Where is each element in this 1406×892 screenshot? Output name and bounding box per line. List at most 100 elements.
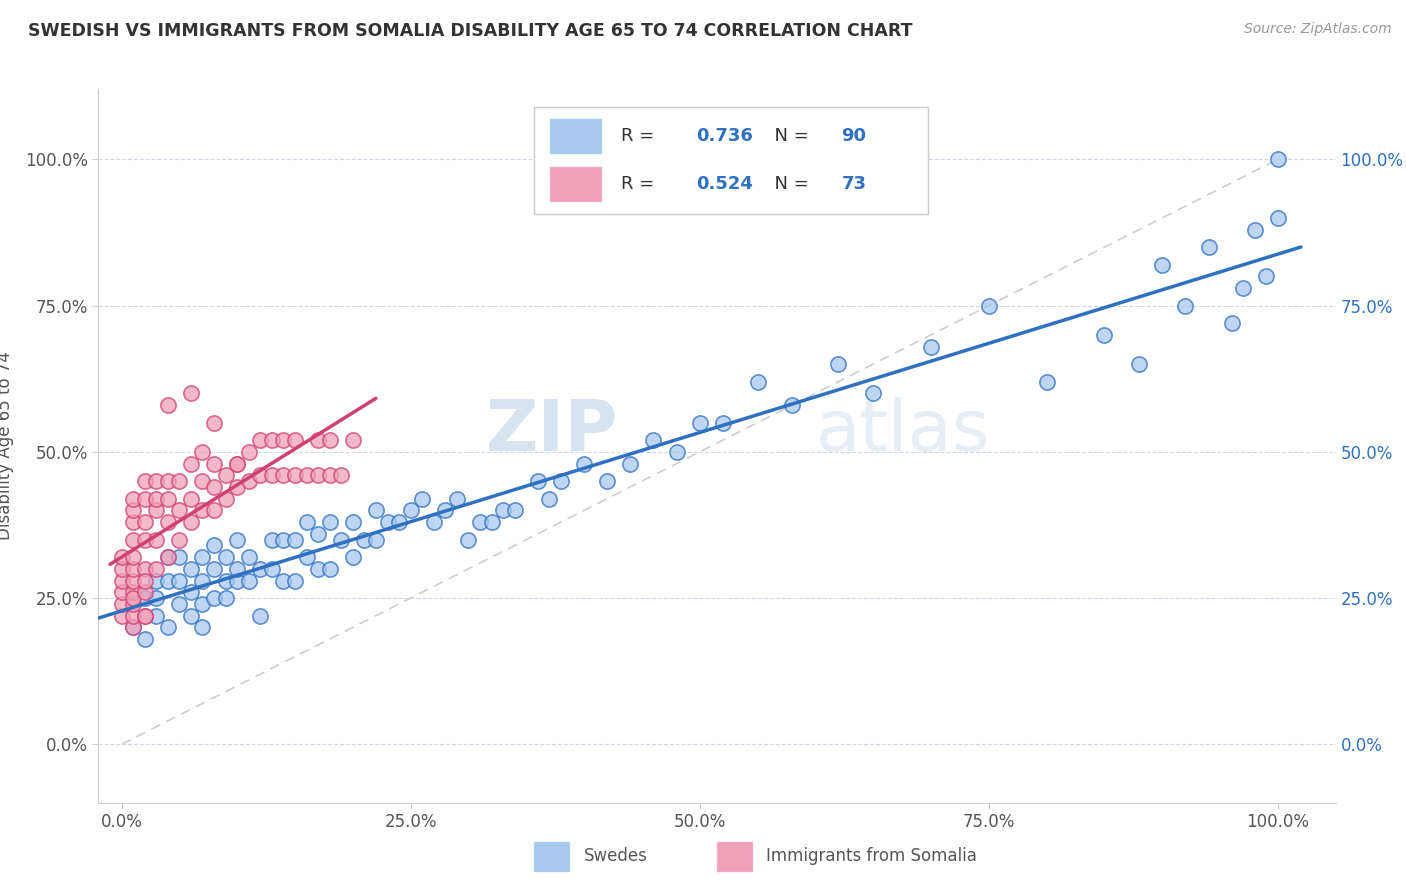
Point (318, 433, 340, 447)
Point (747, 375, 769, 389)
Point (169, 503, 191, 517)
FancyBboxPatch shape (534, 842, 569, 871)
Point (550, 474, 572, 488)
Point (134, 491, 156, 506)
Point (180, 585, 202, 599)
Point (202, 591, 225, 605)
Point (446, 491, 468, 506)
Point (260, 562, 283, 576)
Point (145, 591, 167, 605)
Point (202, 503, 225, 517)
Point (145, 562, 167, 576)
Point (122, 562, 145, 576)
Point (134, 474, 156, 488)
Point (307, 562, 329, 576)
Point (110, 608, 132, 623)
Point (180, 491, 202, 506)
Point (295, 550, 318, 565)
Point (122, 550, 145, 565)
Point (145, 491, 167, 506)
Point (180, 457, 202, 471)
Point (388, 515, 411, 529)
Point (226, 480, 249, 494)
Point (214, 550, 236, 565)
Point (202, 416, 225, 430)
Point (318, 515, 340, 529)
Point (920, 340, 942, 354)
Point (122, 491, 145, 506)
Text: Source: ZipAtlas.com: Source: ZipAtlas.com (1244, 22, 1392, 37)
Point (191, 574, 214, 588)
Point (180, 515, 202, 529)
Point (156, 474, 179, 488)
Y-axis label: Disability Age 65 to 74: Disability Age 65 to 74 (0, 351, 14, 541)
Point (492, 503, 515, 517)
Point (1128, 357, 1150, 371)
Point (1232, 281, 1254, 295)
Point (284, 574, 307, 588)
Point (122, 591, 145, 605)
Point (145, 608, 167, 623)
Point (1267, 153, 1289, 167)
Point (214, 491, 236, 506)
Text: 90: 90 (841, 127, 866, 145)
Point (1198, 240, 1220, 254)
Point (377, 515, 399, 529)
Point (145, 474, 167, 488)
Point (711, 416, 734, 430)
Point (1267, 211, 1289, 225)
Point (122, 597, 145, 611)
Point (249, 562, 271, 576)
Point (122, 533, 145, 547)
Point (122, 585, 145, 599)
Point (226, 574, 249, 588)
Point (169, 533, 191, 547)
Point (191, 503, 214, 517)
Point (214, 574, 236, 588)
Point (1256, 269, 1278, 284)
Point (226, 562, 249, 576)
Point (481, 515, 503, 529)
Point (1243, 222, 1265, 236)
Text: SWEDISH VS IMMIGRANTS FROM SOMALIA DISABILITY AGE 65 TO 74 CORRELATION CHART: SWEDISH VS IMMIGRANTS FROM SOMALIA DISAB… (28, 22, 912, 40)
Point (249, 433, 271, 447)
Point (260, 433, 283, 447)
Point (134, 585, 156, 599)
Point (284, 468, 307, 483)
Point (342, 515, 364, 529)
Point (527, 474, 550, 488)
Text: R =: R = (621, 175, 659, 193)
Point (238, 474, 260, 488)
Point (169, 574, 191, 588)
Point (273, 533, 295, 547)
Point (364, 503, 387, 517)
Point (156, 398, 179, 412)
Point (318, 468, 340, 483)
Point (596, 474, 619, 488)
Point (318, 562, 340, 576)
Point (307, 468, 329, 483)
Point (284, 433, 307, 447)
Point (1152, 258, 1174, 272)
Point (284, 533, 307, 547)
Point (353, 533, 375, 547)
Point (145, 503, 167, 517)
Text: Immigrants from Somalia: Immigrants from Somalia (766, 847, 977, 865)
Point (169, 474, 191, 488)
Point (180, 386, 202, 401)
Point (134, 574, 156, 588)
Point (110, 585, 132, 599)
Point (249, 468, 271, 483)
Point (122, 515, 145, 529)
Point (191, 550, 214, 565)
Point (330, 533, 353, 547)
Point (423, 515, 446, 529)
Point (468, 515, 491, 529)
Point (342, 433, 364, 447)
Point (862, 386, 884, 401)
Point (110, 550, 132, 565)
Point (191, 474, 214, 488)
Point (399, 503, 422, 517)
Point (134, 608, 156, 623)
Point (134, 562, 156, 576)
